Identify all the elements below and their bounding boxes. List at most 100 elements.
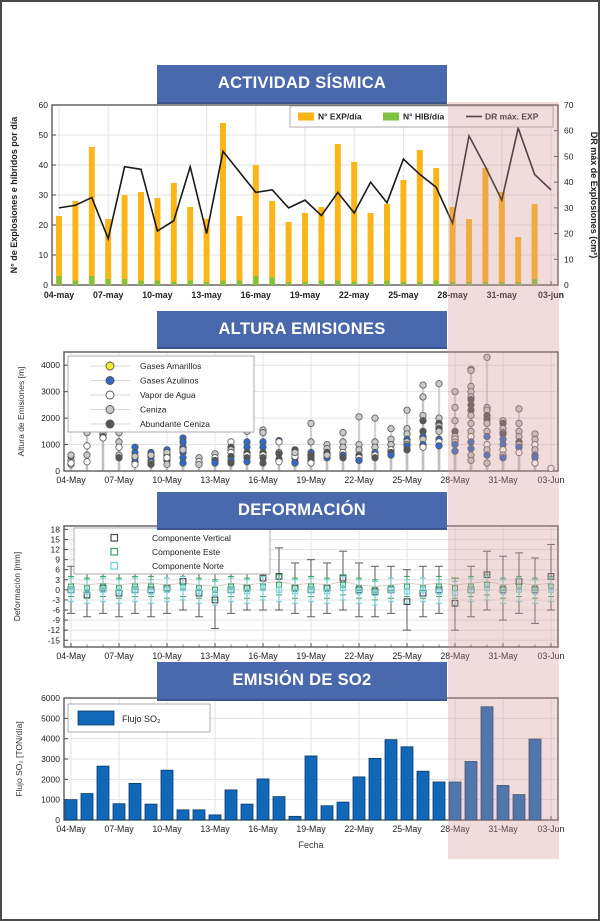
x-tick-label: 22-may (339, 290, 369, 300)
emission-point-ab (147, 460, 155, 468)
y-tick-label: 3000 (41, 387, 60, 397)
exp-bar (154, 198, 161, 285)
hib-bar (286, 282, 292, 285)
hib-bar (515, 282, 521, 285)
hib-bar (368, 282, 374, 285)
so2-bar (512, 794, 526, 821)
x-tick-label: 16-May (248, 824, 278, 834)
series: 0 10 20 30 40 50 60 70 (56, 102, 574, 290)
emission-point-va (83, 442, 91, 450)
x-tick-label: 19-May (296, 475, 326, 485)
right-y-tick-label: 50 (564, 151, 574, 161)
emission-point-ce (387, 425, 395, 433)
so2-bar (272, 796, 286, 821)
hib-bar (105, 279, 111, 285)
norte-marker (196, 588, 202, 595)
emission-point-va (163, 454, 171, 462)
emission-point-ce (483, 419, 491, 428)
norte-marker (356, 588, 362, 595)
norte-marker (452, 590, 458, 597)
exp-bar (416, 150, 423, 285)
emission-point-az (451, 447, 459, 455)
y-tick-label: 50 (39, 130, 49, 140)
exp-bar (138, 192, 144, 285)
exp-bar (220, 123, 226, 285)
emission-point-va (99, 434, 107, 442)
hib-bar (269, 277, 275, 285)
norte-marker (276, 586, 282, 593)
legend: Gases Amarillos Gases Azulinos Vapor de Ag… (67, 355, 255, 433)
norte-marker (484, 585, 490, 592)
hib-bar (499, 282, 505, 285)
norte-marker (292, 588, 298, 595)
legend: Flujo SO₂ (67, 703, 211, 733)
emission-point-ce (371, 414, 379, 422)
left-y-axis-label: N° de Explosiones e híbridos por día (9, 116, 19, 274)
section-title-emision-so2: EMISIÓN DE SO2 (232, 671, 372, 689)
hib-bar (335, 280, 341, 285)
emision-so2-chart: 0 1000 2000 3000 4000 5000 6000 04-May 07-May 10-… (14, 693, 565, 850)
so2-bar (320, 805, 334, 821)
norte-marker (548, 586, 554, 593)
emission-point-ce (467, 456, 475, 465)
norte-marker (308, 586, 314, 593)
x-tick-label: 13-May (200, 651, 230, 661)
emission-point-ce (147, 451, 155, 459)
exp-bar (252, 165, 259, 285)
right-y-tick-label: 30 (564, 203, 574, 213)
y-tick-label: 0 (43, 280, 48, 290)
legend-label-am: Gases Amarillos (140, 361, 201, 371)
y-tick-label: -9 (52, 615, 60, 625)
x-tick-label: 25-May (392, 651, 422, 661)
emission-point-ce (451, 403, 459, 412)
y-tick-label: 6000 (41, 693, 60, 703)
emission-point-az (243, 458, 251, 466)
emission-point-ab (339, 454, 347, 462)
norte-marker (132, 586, 138, 593)
x-tick-label: 10-may (142, 290, 172, 300)
hib-bar (384, 280, 390, 285)
hib-bar (466, 282, 472, 285)
x-tick-label: 04-May (56, 651, 86, 661)
so2-bar (64, 799, 78, 821)
emission-point-az (387, 451, 395, 459)
norte-marker (372, 590, 378, 597)
emission-point-va (67, 459, 75, 467)
legend-label-1: Componente Este (152, 547, 220, 557)
norte-marker (516, 586, 522, 593)
so2-bar (160, 769, 174, 821)
norte-marker (164, 586, 170, 593)
legend-label-2: Componente Norte (152, 561, 224, 571)
hib-bar (171, 282, 177, 285)
so2-bar (80, 793, 94, 821)
legend: N° EXP/día N° HIB/día DR máx. EXP (289, 105, 554, 128)
section-title-deformacion: DEFORMACIÓN (238, 500, 366, 519)
so2-bar (368, 757, 382, 821)
section-banner-altura-emisiones: ALTURA EMISIONES (157, 311, 447, 349)
so2-bar (288, 815, 302, 821)
x-axis-label: Fecha (298, 840, 323, 850)
so2-bar (448, 781, 462, 821)
emission-point-ce (451, 417, 459, 425)
exp-bar (400, 180, 407, 285)
norte-marker (68, 586, 74, 593)
hib-bar (417, 282, 423, 285)
so2-bar (352, 776, 366, 821)
exp-bar (236, 216, 243, 285)
emission-point-ce (323, 451, 331, 459)
exp-bar (105, 219, 112, 285)
right-y-tick-label: 0 (564, 280, 569, 290)
y-tick-label: 1000 (41, 795, 60, 805)
norte-marker (244, 588, 250, 595)
norte-marker (228, 586, 234, 593)
so2-bar (384, 739, 398, 821)
right-y-axis-label: DR máx de Explosiones (cm²) (589, 132, 599, 259)
y-tick-label: 9 (55, 555, 60, 565)
x-tick-label: 03-Jun (538, 651, 565, 661)
hib-bar (72, 280, 78, 285)
x-tick-label: 28-may (437, 290, 467, 300)
norte-marker (532, 588, 538, 595)
emission-point-az (467, 444, 475, 453)
y-tick-label: 0 (55, 585, 60, 595)
exp-bar (318, 207, 325, 285)
